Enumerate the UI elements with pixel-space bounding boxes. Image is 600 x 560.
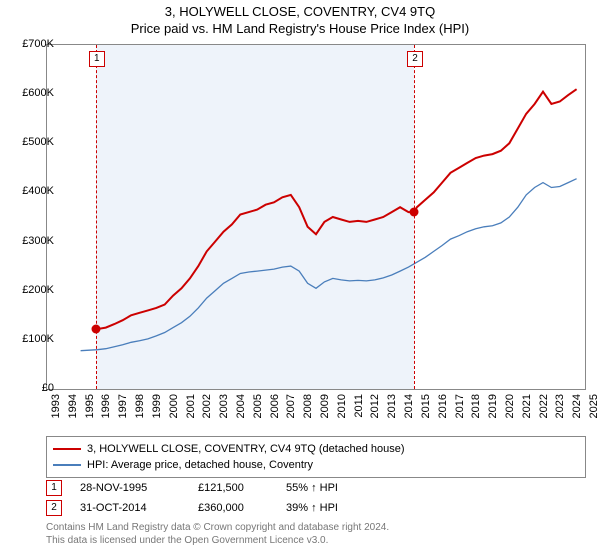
x-tick-label: 2017 bbox=[454, 394, 466, 418]
x-tick-label: 2015 bbox=[420, 394, 432, 418]
y-tick-label: £700K bbox=[14, 38, 54, 50]
legend-box: 3, HOLYWELL CLOSE, COVENTRY, CV4 9TQ (de… bbox=[46, 436, 586, 478]
x-tick-label: 2020 bbox=[504, 394, 516, 418]
legend-row: 3, HOLYWELL CLOSE, COVENTRY, CV4 9TQ (de… bbox=[53, 441, 579, 457]
title-subtitle: Price paid vs. HM Land Registry's House … bbox=[0, 21, 600, 36]
legend-swatch bbox=[53, 464, 81, 466]
x-tick-label: 2018 bbox=[470, 394, 482, 418]
event-date: 28-NOV-1995 bbox=[80, 482, 180, 494]
y-tick-label: £300K bbox=[14, 235, 54, 247]
event-row: 1 28-NOV-1995 £121,500 55% ↑ HPI bbox=[46, 478, 586, 498]
titles: 3, HOLYWELL CLOSE, COVENTRY, CV4 9TQ Pri… bbox=[0, 0, 600, 36]
x-tick-label: 1999 bbox=[151, 394, 163, 418]
x-tick-label: 2009 bbox=[319, 394, 331, 418]
y-tick-label: £0 bbox=[14, 382, 54, 394]
title-address: 3, HOLYWELL CLOSE, COVENTRY, CV4 9TQ bbox=[0, 4, 600, 19]
event-vline bbox=[414, 45, 415, 389]
events-table: 1 28-NOV-1995 £121,500 55% ↑ HPI 2 31-OC… bbox=[46, 478, 586, 518]
y-tick-label: £200K bbox=[14, 284, 54, 296]
x-tick-label: 2011 bbox=[353, 394, 365, 418]
x-tick-label: 2008 bbox=[302, 394, 314, 418]
credits-line: Contains HM Land Registry data © Crown c… bbox=[46, 522, 586, 535]
event-vline bbox=[96, 45, 97, 389]
x-tick-label: 2012 bbox=[369, 394, 381, 418]
sale-dot bbox=[410, 208, 419, 217]
x-tick-label: 1997 bbox=[117, 394, 129, 418]
x-tick-label: 2024 bbox=[571, 394, 583, 418]
series-line bbox=[81, 179, 577, 351]
x-tick-label: 2000 bbox=[168, 394, 180, 418]
event-price: £360,000 bbox=[198, 502, 268, 514]
x-tick-label: 2001 bbox=[185, 394, 197, 418]
x-tick-label: 2023 bbox=[554, 394, 566, 418]
legend-swatch bbox=[53, 448, 81, 450]
chart-area: 12 bbox=[46, 44, 586, 390]
legend-label: HPI: Average price, detached house, Cove… bbox=[87, 459, 313, 471]
x-tick-label: 2003 bbox=[218, 394, 230, 418]
x-tick-label: 2016 bbox=[437, 394, 449, 418]
x-tick-label: 2019 bbox=[487, 394, 499, 418]
event-row: 2 31-OCT-2014 £360,000 39% ↑ HPI bbox=[46, 498, 586, 518]
x-tick-label: 2021 bbox=[521, 394, 533, 418]
credits: Contains HM Land Registry data © Crown c… bbox=[46, 522, 586, 547]
x-tick-label: 2025 bbox=[588, 394, 600, 418]
x-tick-label: 1998 bbox=[134, 394, 146, 418]
y-tick-label: £400K bbox=[14, 185, 54, 197]
x-tick-label: 2006 bbox=[269, 394, 281, 418]
chart-svg bbox=[47, 45, 585, 389]
event-marker-icon: 2 bbox=[46, 500, 62, 516]
legend-row: HPI: Average price, detached house, Cove… bbox=[53, 457, 579, 473]
series-line bbox=[96, 89, 577, 329]
event-date: 31-OCT-2014 bbox=[80, 502, 180, 514]
figure-root: 3, HOLYWELL CLOSE, COVENTRY, CV4 9TQ Pri… bbox=[0, 0, 600, 560]
y-tick-label: £600K bbox=[14, 87, 54, 99]
x-tick-label: 1996 bbox=[100, 394, 112, 418]
x-tick-label: 1993 bbox=[50, 394, 62, 418]
x-tick-label: 2005 bbox=[252, 394, 264, 418]
legend-label: 3, HOLYWELL CLOSE, COVENTRY, CV4 9TQ (de… bbox=[87, 443, 405, 455]
x-tick-label: 2007 bbox=[285, 394, 297, 418]
credits-line: This data is licensed under the Open Gov… bbox=[46, 535, 586, 548]
y-tick-label: £500K bbox=[14, 136, 54, 148]
x-tick-label: 2014 bbox=[403, 394, 415, 418]
x-tick-label: 2004 bbox=[235, 394, 247, 418]
event-marker-icon: 1 bbox=[89, 51, 105, 67]
x-tick-label: 2022 bbox=[538, 394, 550, 418]
x-tick-label: 2013 bbox=[386, 394, 398, 418]
event-pct: 55% ↑ HPI bbox=[286, 482, 386, 494]
x-tick-label: 1994 bbox=[67, 394, 79, 418]
event-price: £121,500 bbox=[198, 482, 268, 494]
x-tick-label: 2002 bbox=[201, 394, 213, 418]
event-pct: 39% ↑ HPI bbox=[286, 502, 386, 514]
event-marker-icon: 1 bbox=[46, 480, 62, 496]
x-tick-label: 1995 bbox=[84, 394, 96, 418]
event-marker-icon: 2 bbox=[407, 51, 423, 67]
x-tick-label: 2010 bbox=[336, 394, 348, 418]
sale-dot bbox=[91, 325, 100, 334]
y-tick-label: £100K bbox=[14, 333, 54, 345]
